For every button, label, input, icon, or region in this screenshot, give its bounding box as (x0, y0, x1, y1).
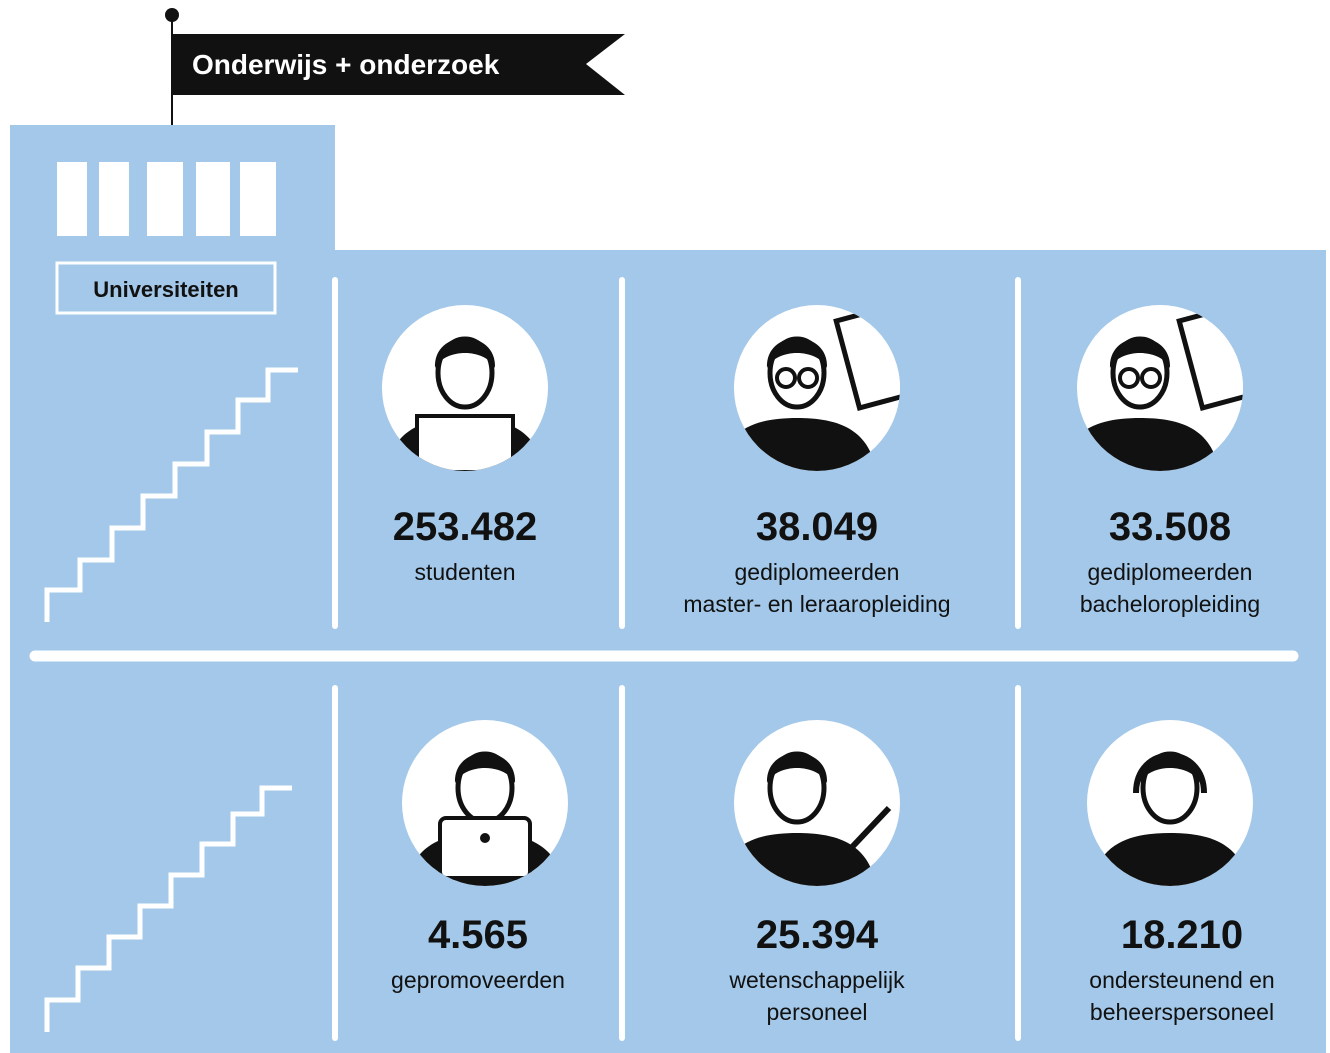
page: Onderwijs + onderzoek Universiteiten 253… (0, 0, 1330, 1053)
stat-label: beheerspersoneel (1090, 999, 1274, 1025)
stat-label: studenten (414, 559, 515, 585)
laptop-logo (480, 833, 490, 843)
stat-label: gediplomeerden (735, 559, 900, 585)
stat-label: master- en leraaropleiding (683, 591, 950, 617)
title: Onderwijs + onderzoek (192, 49, 500, 80)
stat-value: 4.565 (428, 913, 528, 957)
stat-label: wetenschappelijk (728, 967, 905, 993)
flag-knob (165, 8, 179, 22)
stat-value: 38.049 (756, 505, 878, 549)
stat-value: 253.482 (393, 505, 538, 549)
stat-label: personeel (766, 999, 867, 1025)
stat-label: gepromoveerden (391, 967, 565, 993)
stat-value: 25.394 (756, 913, 879, 957)
stat-value: 33.508 (1109, 505, 1231, 549)
label: Universiteiten (93, 277, 239, 302)
stat-label: gediplomeerden (1088, 559, 1253, 585)
infographic: Onderwijs + onderzoek Universiteiten 253… (0, 0, 1330, 1053)
laptop (440, 818, 530, 878)
book (417, 416, 513, 472)
stat-value: 18.210 (1121, 913, 1243, 957)
stat-label: ondersteunend en (1089, 967, 1274, 993)
stat-label: bacheloropleiding (1080, 591, 1260, 617)
